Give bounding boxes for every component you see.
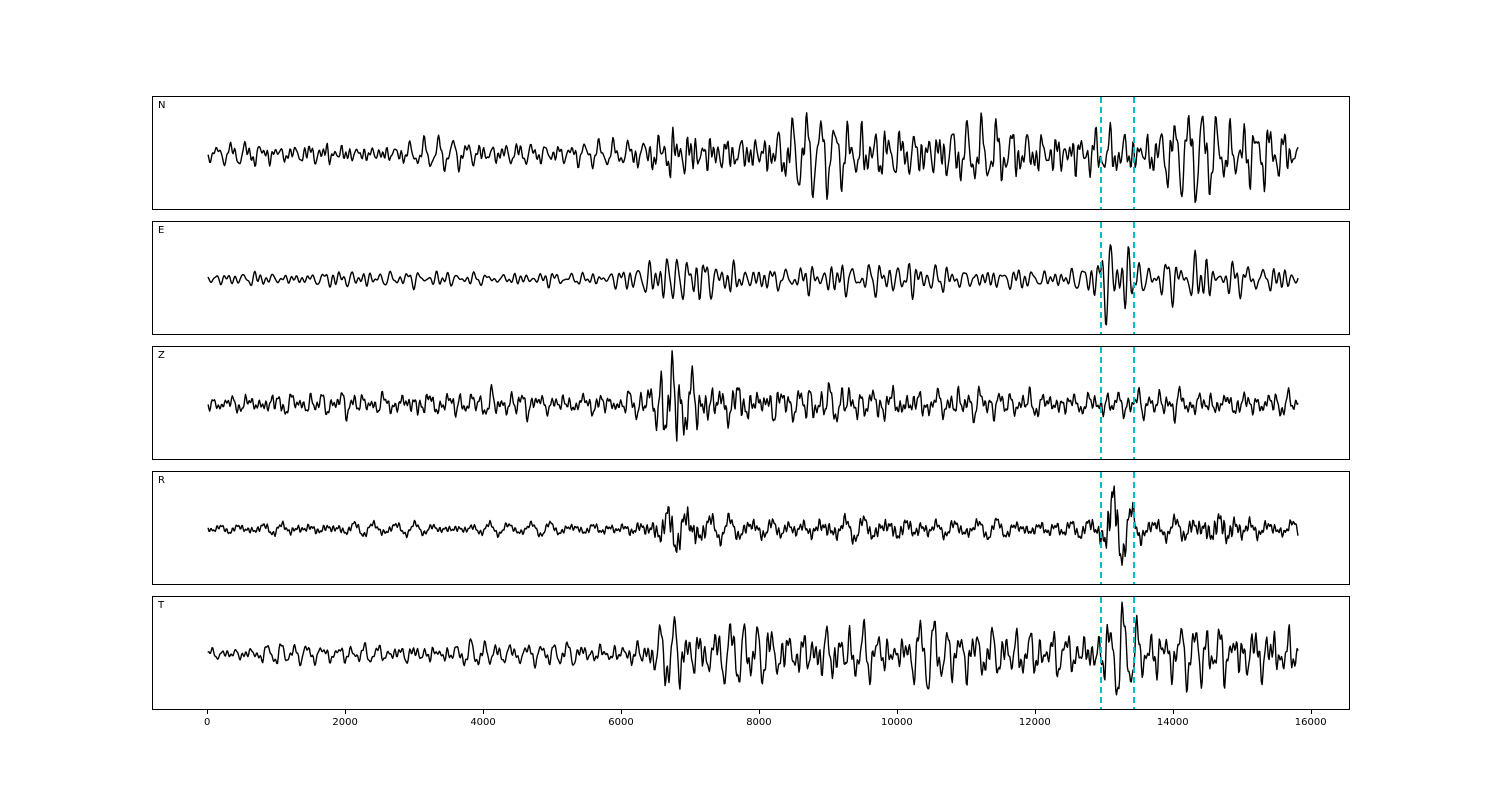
phase-marker-line-2: [1133, 597, 1136, 709]
phase-marker-line-1: [1100, 347, 1102, 459]
trace-panel-e: E: [152, 221, 1350, 335]
x-tick-label: 14000: [1156, 717, 1189, 728]
trace-panel-t: T: [152, 596, 1350, 710]
x-tick-mark: [1172, 710, 1174, 714]
trace-panel-r: R: [152, 471, 1350, 585]
trace-panels: N E Z R T: [152, 96, 1350, 710]
x-tick-mark: [207, 710, 209, 714]
x-tick-label: 12000: [1018, 717, 1051, 728]
trace-label-n: N: [158, 100, 166, 111]
x-tick-mark: [620, 710, 622, 714]
x-tick-label: 8000: [746, 717, 772, 728]
x-axis: 0 2000 4000 6000 8000 10000 12000 14000 16000: [152, 710, 1350, 740]
phase-marker-line-1: [1100, 597, 1102, 709]
phase-marker-line-1: [1100, 222, 1102, 334]
phase-marker-line-2: [1133, 222, 1136, 334]
trace-panel-n: N: [152, 96, 1350, 210]
waveform-r: [207, 485, 1299, 566]
x-tick-mark: [483, 710, 485, 714]
phase-marker-line-2: [1133, 97, 1136, 209]
x-tick-mark: [896, 710, 898, 714]
x-tick-label: 4000: [470, 717, 496, 728]
trace-label-r: R: [158, 475, 165, 486]
x-tick-label: 16000: [1294, 717, 1327, 728]
phase-marker-line-2: [1133, 472, 1136, 584]
seismogram-figure: N E Z R T 0 2000 4000 6000 8000 10000 12000 14000 16…: [152, 96, 1350, 756]
x-tick-label: 0: [203, 717, 211, 728]
phase-marker-line-2: [1133, 347, 1136, 459]
phase-marker-line-1: [1100, 472, 1102, 584]
x-tick-mark: [1310, 710, 1312, 714]
trace-label-e: E: [158, 225, 165, 236]
trace-panel-z: Z: [152, 346, 1350, 460]
x-tick-mark: [758, 710, 760, 714]
waveform-n: [207, 112, 1299, 204]
waveform-z: [207, 350, 1299, 442]
trace-label-t: T: [158, 600, 165, 611]
x-tick-label: 6000: [608, 717, 634, 728]
waveform-e: [207, 244, 1299, 326]
trace-label-z: Z: [158, 350, 165, 361]
x-tick-mark: [1034, 710, 1036, 714]
x-tick-mark: [345, 710, 347, 714]
phase-marker-line-1: [1100, 97, 1102, 209]
x-tick-label: 2000: [332, 717, 358, 728]
waveform-t: [207, 601, 1299, 696]
x-tick-label: 10000: [880, 717, 913, 728]
